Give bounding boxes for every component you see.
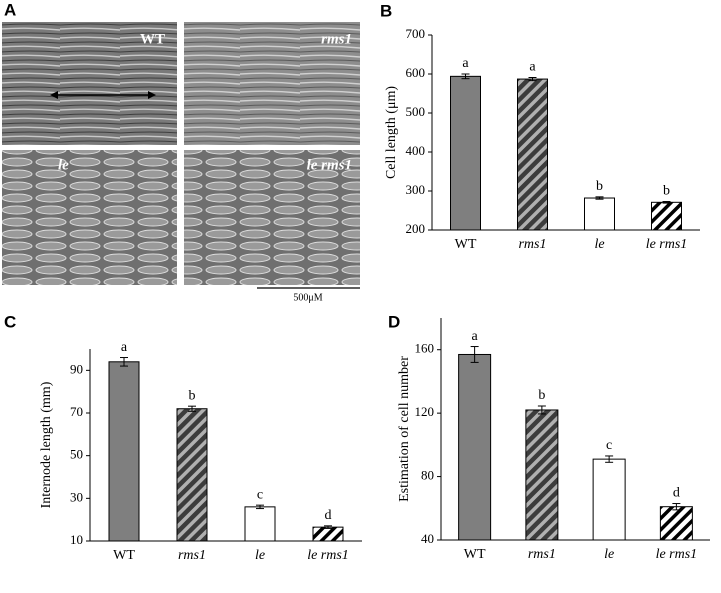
bar [312,526,344,542]
error-bar [324,525,332,529]
y-tick-label: 300 [406,182,426,197]
annotation: a [462,56,469,71]
double-arrow [50,91,156,99]
y-tick-label: 30 [70,489,83,504]
micrograph [184,22,360,145]
micrograph [184,150,360,285]
error-bar [256,504,264,510]
annotation: b [596,179,603,194]
bar [176,408,208,542]
error-bar [595,196,604,200]
error-bar [672,503,681,511]
x-tick-label: rms1 [528,547,556,562]
x-tick-label: le [255,548,265,563]
bar [458,353,492,541]
y-tick-label: 40 [421,531,434,546]
y-tick-label: 80 [421,468,434,483]
x-tick-label: WT [455,237,477,252]
micrograph-label: le [58,157,69,173]
bar [584,197,615,231]
annotation: d [673,486,680,501]
micrograph-label: le rms1 [307,157,352,173]
panel-label: A [4,0,16,19]
micrograph [2,150,177,285]
panel-label: B [380,1,392,20]
error-bar [120,357,128,367]
y-axis-label: Cell length (μm) [384,86,399,179]
bar [525,409,559,541]
x-tick-label: WT [113,548,135,563]
error-bar [605,455,614,463]
annotation: d [325,508,332,523]
annotation: a [121,340,128,355]
annotation: c [257,487,263,502]
x-tick-label: le [604,547,614,562]
y-tick-label: 10 [70,532,83,547]
error-bar [470,346,479,363]
error-bar [537,405,546,415]
error-bar [662,201,671,204]
x-tick-label: le rms1 [307,548,349,563]
x-tick-label: WT [464,547,486,562]
x-tick-label: le rms1 [646,237,688,252]
bar [659,506,693,541]
bar [108,361,140,542]
annotation: a [472,329,479,344]
y-tick-label: 400 [406,143,426,158]
micrograph-label: rms1 [321,31,352,47]
micrograph [2,22,177,145]
scale-bar-label: 500μM [293,292,322,303]
y-tick-label: 600 [406,65,426,80]
annotation: b [538,388,545,403]
bar [592,458,626,541]
bar [244,506,276,542]
x-tick-label: rms1 [178,548,206,563]
bar [450,75,481,231]
y-axis-label: Internode length (mm) [39,381,54,508]
y-tick-label: 120 [415,404,435,419]
y-tick-label: 700 [406,26,426,41]
panel-label: D [388,312,400,331]
y-tick-label: 160 [415,341,435,356]
x-tick-label: le [594,237,604,252]
bar [517,78,548,231]
x-tick-label: rms1 [518,237,546,252]
x-tick-label: le rms1 [656,547,698,562]
panel-label: C [4,312,16,331]
y-axis-label: Estimation of cell number [397,356,412,502]
error-bar [461,73,470,80]
bar [651,201,682,231]
annotation: b [189,388,196,403]
y-tick-label: 90 [70,361,83,376]
annotation: a [529,60,536,75]
micrographs: WT rms1 le le rms1 500μM [2,22,360,303]
y-tick-label: 200 [406,221,426,236]
error-bar [528,77,537,82]
y-tick-label: 500 [406,104,426,119]
error-bar [188,405,196,412]
annotation: c [606,438,612,453]
micrograph-label: WT [140,31,165,47]
y-tick-label: 70 [70,404,83,419]
y-tick-label: 50 [70,447,83,462]
annotation: b [663,184,670,199]
